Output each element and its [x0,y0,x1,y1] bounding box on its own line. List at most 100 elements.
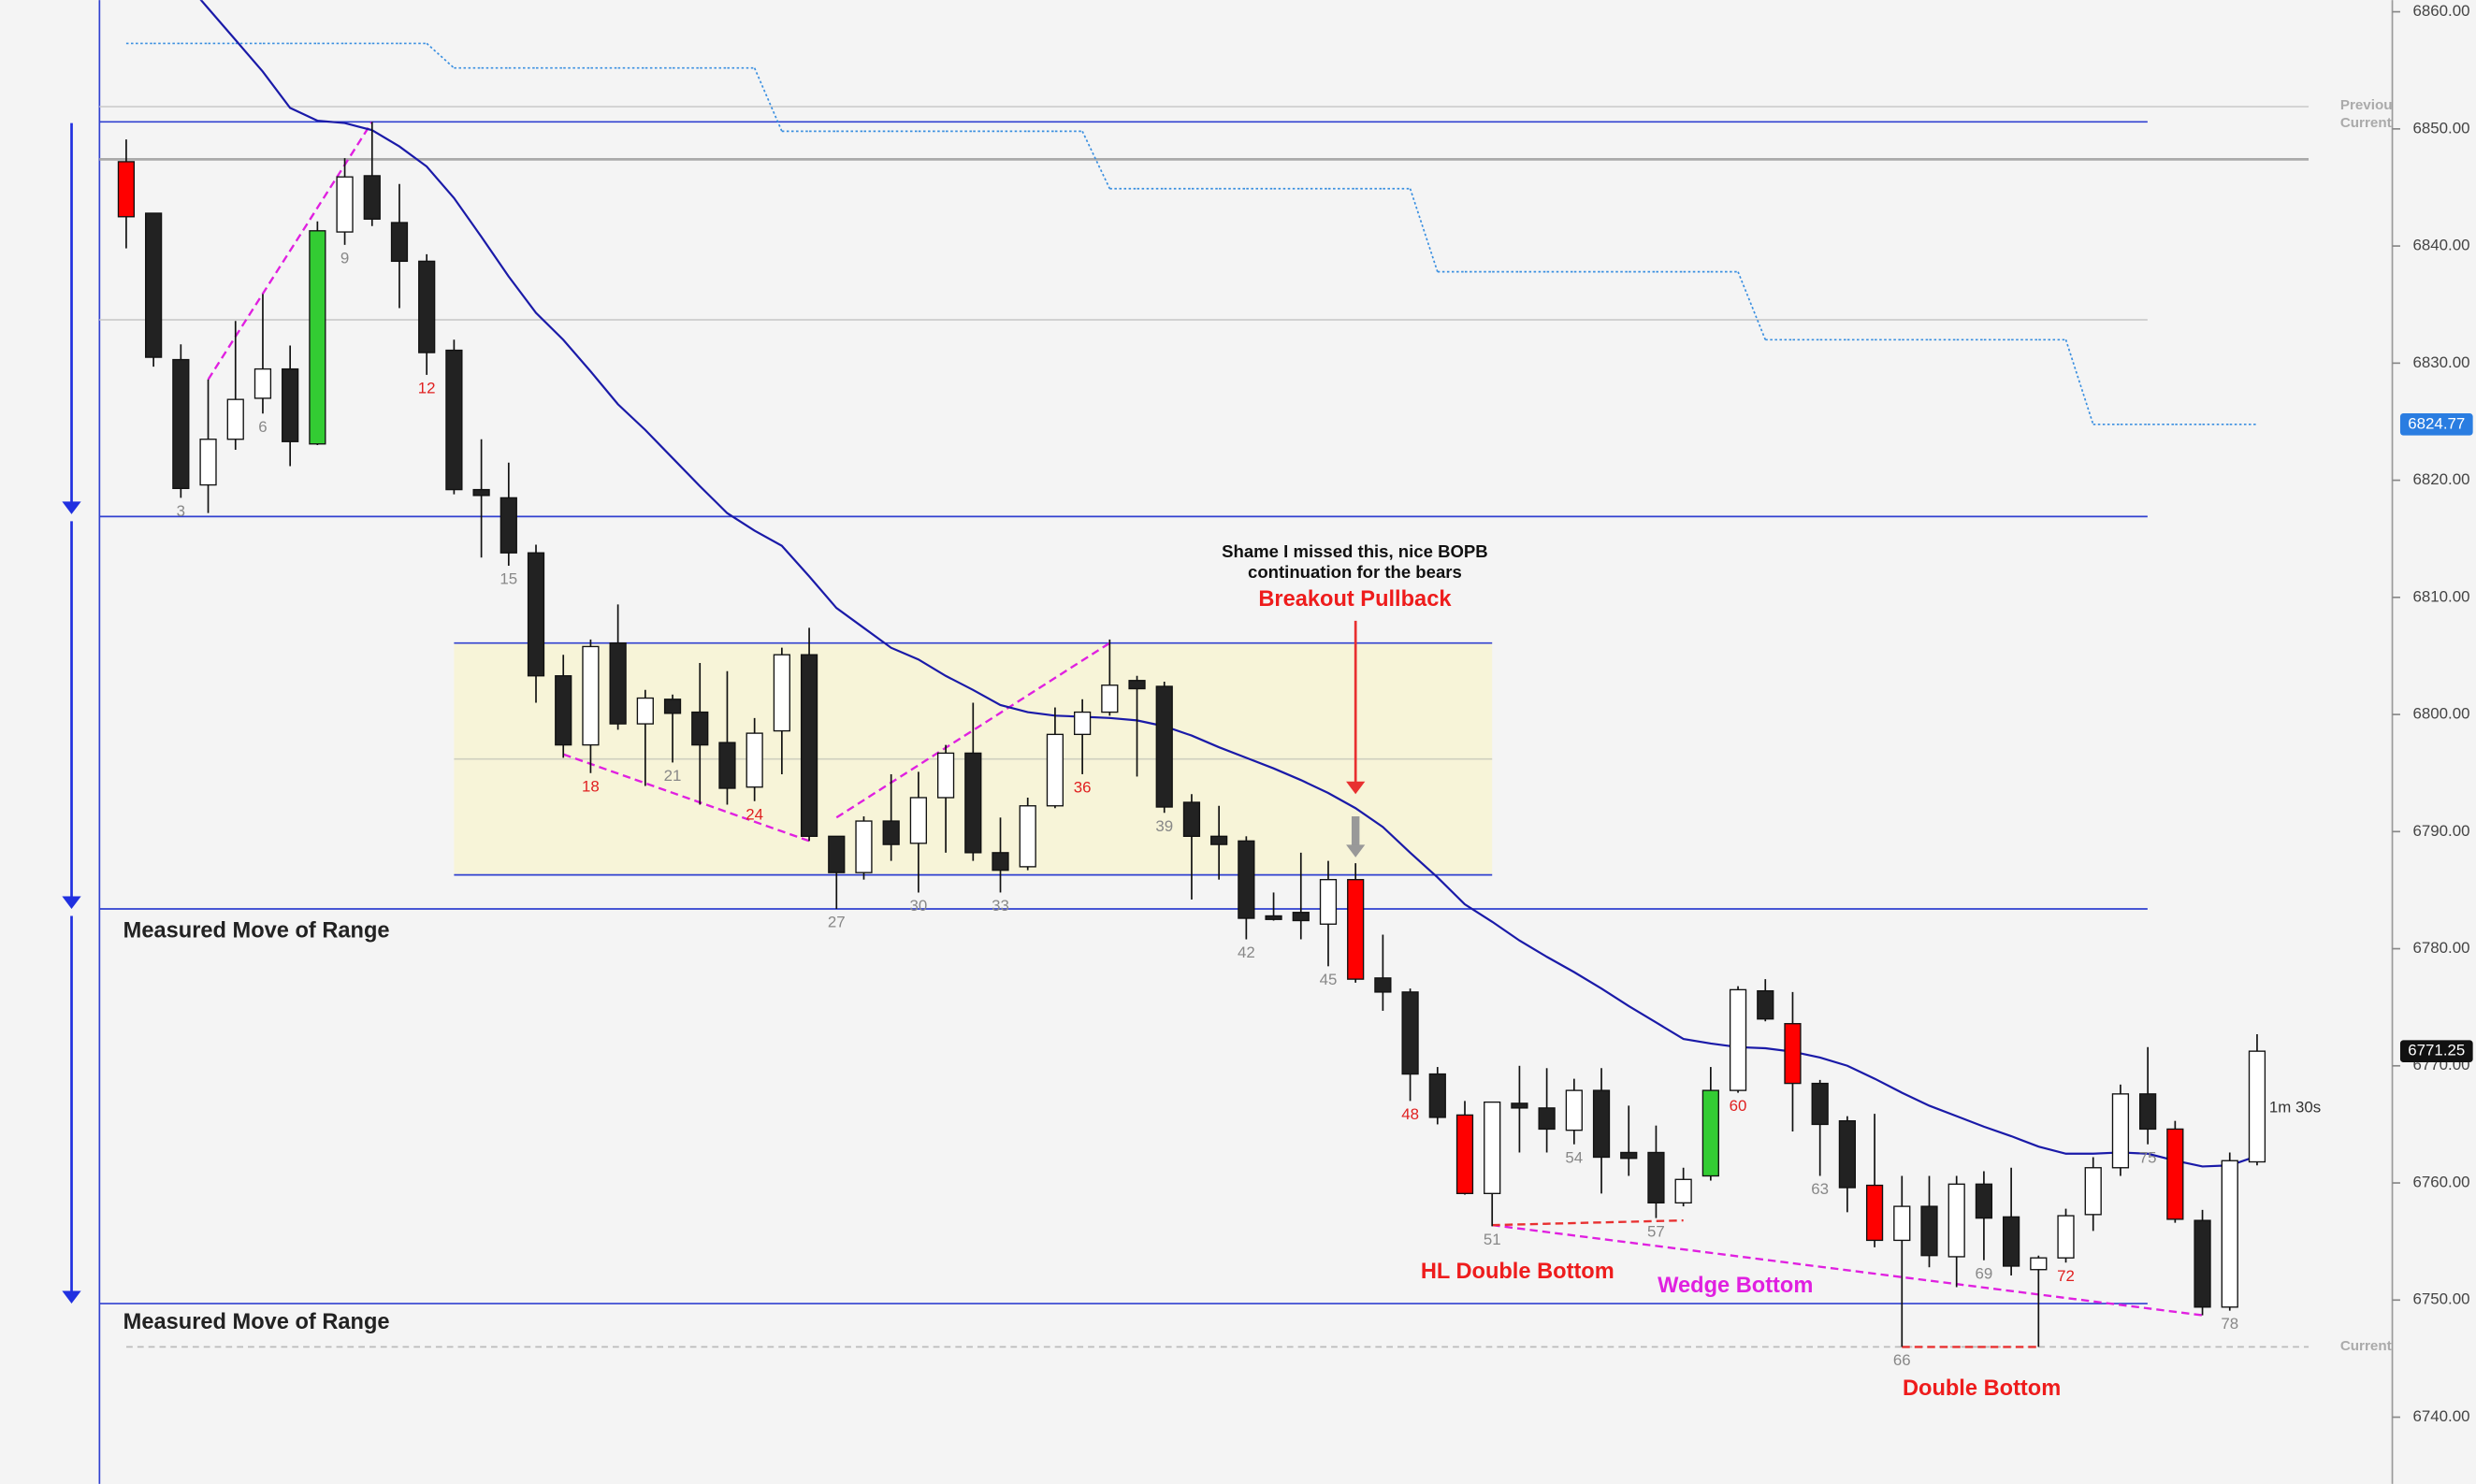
candle-body [172,358,190,490]
candle-body [2084,1167,2102,1216]
candle-body [1757,989,1774,1020]
candle-body [1455,1114,1474,1194]
candle-body [1920,1205,1938,1257]
candle-body [418,260,436,353]
price-marker [2399,413,2473,436]
x-tick-label: 72 [2057,1267,2075,1285]
candle-body [1182,801,1201,837]
candle-body [1784,1023,1802,1085]
candle-body [199,439,217,486]
candle-body [1975,1183,1993,1219]
candle-body [800,654,818,837]
candle-body [1128,680,1146,690]
candle-body [1155,685,1173,808]
candle-body [527,552,545,677]
candle-body [746,732,763,788]
candle-body [309,230,326,445]
x-tick-label: 78 [2221,1315,2238,1333]
x-tick-label: 9 [340,249,349,267]
x-tick-label: 27 [828,914,846,931]
x-tick-label: 36 [1074,779,1092,797]
candle-body [2139,1093,2157,1131]
candle-body [2002,1216,2020,1267]
candle-body [773,654,790,732]
x-tick-label: 15 [500,570,517,588]
y-tick-label: 6740.00 [2412,1407,2469,1425]
candle-body [445,349,463,491]
candle-body [253,367,272,399]
stop-line [1081,130,1111,190]
candle-body [855,820,873,873]
candle-body [226,398,244,440]
candle-body [1701,1089,1719,1177]
candle-body [1292,912,1310,922]
x-tick-label: 24 [746,805,763,823]
candle-body [390,222,409,263]
candle-body [1265,915,1282,920]
candle-body [691,711,709,746]
candle-body [882,820,900,845]
annotation: Previous [2340,97,2400,113]
x-tick-label: 21 [664,767,682,785]
candle-body [2166,1128,2184,1220]
y-tick-label: 6840.00 [2412,237,2469,254]
candle-body [1811,1082,1829,1126]
trendline [1492,1218,1684,1227]
candle-body [282,367,299,442]
x-tick-label: 54 [1565,1148,1583,1166]
y-tick-label: 6750.00 [2412,1290,2469,1308]
x-tick-label: 45 [1320,971,1338,988]
arrow-head [62,896,81,909]
x-tick-label: 42 [1238,944,1255,961]
candle-body [2194,1219,2211,1308]
candle-body [828,835,846,873]
trendline [562,753,810,843]
x-tick-label: 3 [177,502,185,520]
candle-body [1347,878,1365,980]
annotation: continuation for the bears [1248,562,1462,582]
candle-body [936,752,955,799]
candle-body [1647,1151,1665,1204]
x-tick-label: 51 [1484,1231,1501,1248]
candle-body [500,497,517,554]
candle-body [582,645,600,746]
candle-body [1101,684,1119,713]
y-tick-label: 6860.00 [2412,2,2469,20]
trendline [1492,1223,2203,1317]
candle-body [363,175,381,220]
stop-line [2064,339,2094,425]
candle-body [1893,1205,1911,1242]
y-tick-label: 6830.00 [2412,353,2469,371]
candle-body [472,488,490,497]
candle-body [2057,1215,2075,1259]
stop-line [426,42,455,69]
annotation: Measured Move of Range [123,918,390,943]
candle-body [1401,991,1419,1075]
price-marker-label: 6771.25 [2408,1042,2465,1059]
candle-body [1674,1178,1692,1204]
candle-body [336,176,354,233]
candle-body [609,641,627,725]
y-tick-label: 6760.00 [2412,1173,2469,1190]
candle-body [555,675,572,746]
x-tick-label: 48 [1401,1105,1419,1123]
arrow-head [1346,781,1366,795]
y-tick-label: 6850.00 [2412,119,2469,137]
x-tick-label: 63 [1811,1180,1829,1198]
candle-body [1538,1107,1556,1131]
annotation: Breakout Pullback [1258,587,1452,612]
x-tick-label: 33 [992,897,1009,915]
x-tick-label: 69 [1976,1264,1993,1282]
candle-body [2111,1093,2130,1169]
x-tick-label: 66 [1893,1351,1911,1369]
candle-body [1947,1183,1965,1258]
candle-body [909,797,928,844]
annotation: Double Bottom [1903,1376,2061,1401]
candle-body [1838,1119,1856,1189]
arrow-head [62,1290,81,1304]
candle-body [992,852,1009,872]
trendline [835,641,1110,819]
candle-body [1374,977,1392,993]
price-marker-label: 6824.77 [2408,414,2465,432]
